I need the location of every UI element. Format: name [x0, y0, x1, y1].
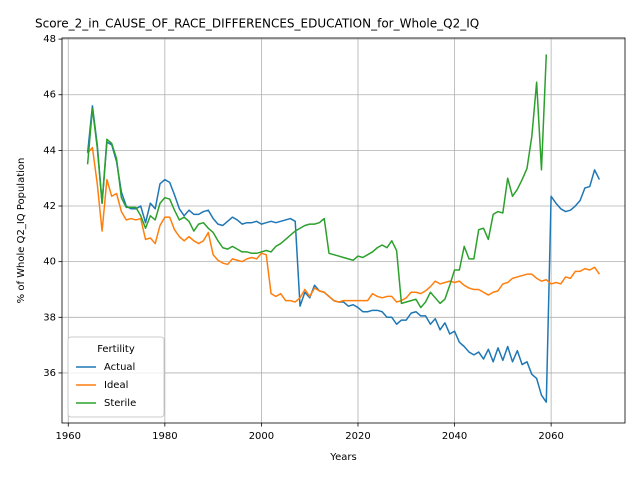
- axes-frame: [61, 37, 626, 424]
- chart-title: Score_2_in_CAUSE_OF_RACE_DIFFERENCES_EDU…: [35, 17, 479, 31]
- x-axis-label: Years: [329, 452, 356, 463]
- x-tick-label: 2060: [538, 431, 563, 442]
- y-tick-label: 36: [43, 368, 56, 379]
- legend-label: Sterile: [104, 398, 136, 409]
- legend-title: Fertility: [97, 344, 135, 355]
- y-tick-label: 38: [43, 312, 56, 323]
- y-tick-label: 42: [43, 201, 56, 212]
- x-tick-label: 2000: [249, 431, 274, 442]
- y-tick-label: 48: [43, 34, 56, 45]
- legend-box: [67, 336, 165, 418]
- legend-label: Ideal: [104, 380, 128, 391]
- x-tick-label: 2040: [442, 431, 467, 442]
- y-tick-label: 44: [43, 145, 56, 156]
- legend-label: Actual: [104, 362, 135, 373]
- x-tick-label: 2020: [345, 431, 370, 442]
- x-tick-label: 1980: [152, 431, 177, 442]
- y-tick-label: 46: [43, 90, 56, 101]
- line: [86, 54, 548, 309]
- y-tick-label: 40: [43, 257, 56, 268]
- line: [86, 105, 601, 403]
- y-axis-label: % of Whole Q2_IQ Population: [16, 158, 27, 304]
- x-tick-label: 1960: [56, 431, 81, 442]
- line: [87, 146, 601, 303]
